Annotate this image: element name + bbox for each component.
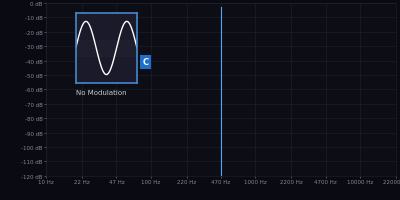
Text: C: C xyxy=(143,58,149,67)
Text: No Modulation: No Modulation xyxy=(76,90,126,96)
